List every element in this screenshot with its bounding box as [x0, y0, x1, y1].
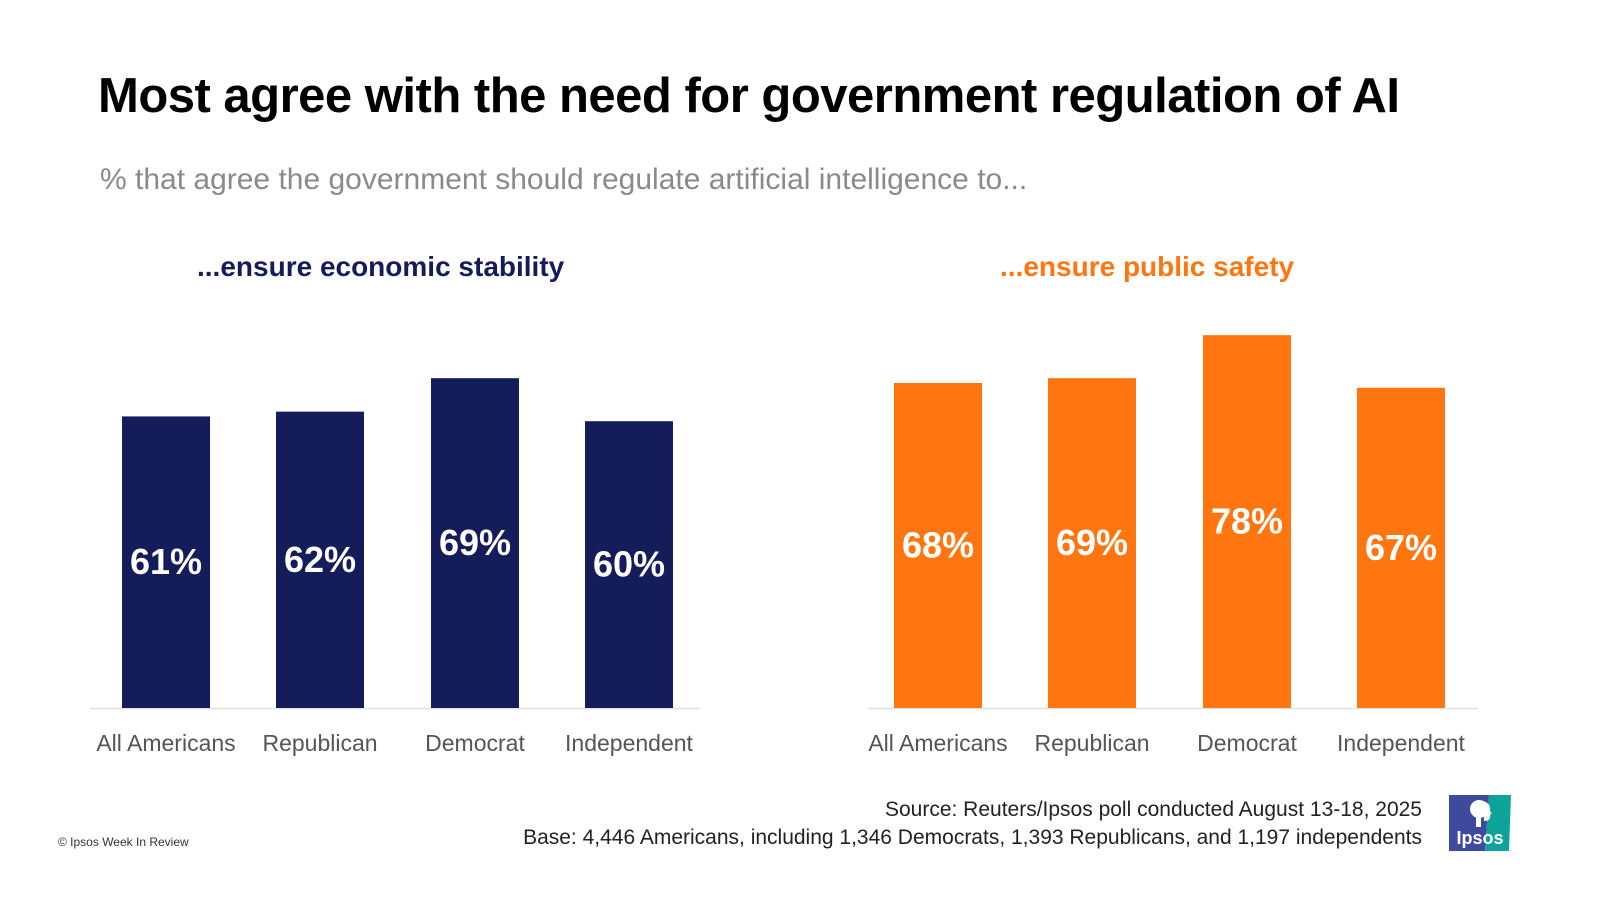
- source-note: Source: Reuters/Ipsos poll conducted Aug…: [884, 798, 1422, 821]
- base-note: Base: 4,446 Americans, including 1,346 D…: [523, 826, 1422, 849]
- category-label: Democrat: [425, 730, 525, 756]
- bar-all-americans: [894, 382, 982, 708]
- data-label: 78%: [1211, 501, 1283, 542]
- category-label: Republican: [1034, 730, 1149, 756]
- bar-republican: [276, 411, 364, 708]
- data-label: 61%: [130, 541, 202, 582]
- category-label: Independent: [1337, 730, 1466, 756]
- chart-subtitle: % that agree the government should regul…: [100, 163, 1028, 196]
- data-label: 62%: [284, 539, 356, 580]
- panel-title-public-safety: ...ensure public safety: [1000, 251, 1295, 282]
- chart-title: Most agree with the need for government …: [98, 69, 1400, 123]
- data-label: 69%: [1056, 522, 1128, 563]
- bar-independent: [1357, 387, 1445, 708]
- bar-democrat: [431, 378, 519, 708]
- category-label: All Americans: [868, 730, 1007, 756]
- ipsos-logo: Ipsos: [1449, 795, 1511, 851]
- data-label: 68%: [902, 524, 974, 565]
- category-label: Independent: [565, 730, 694, 756]
- category-label: Republican: [262, 730, 377, 756]
- category-label: Democrat: [1197, 730, 1297, 756]
- logo-teal-panel: [1485, 795, 1511, 851]
- data-label: 60%: [593, 544, 665, 585]
- bar-democrat: [1203, 335, 1291, 708]
- category-label: All Americans: [96, 730, 235, 756]
- logo-text: Ipsos: [1456, 828, 1503, 848]
- bar-all-americans: [122, 416, 210, 708]
- bar-republican: [1048, 378, 1136, 708]
- bar-independent: [585, 421, 673, 708]
- logo-tree-head-icon: [1470, 800, 1492, 827]
- copyright-text: © Ipsos Week In Review: [58, 835, 189, 849]
- panel-title-economic-stability: ...ensure economic stability: [197, 251, 565, 282]
- data-label: 67%: [1365, 527, 1437, 568]
- data-label: 69%: [439, 522, 511, 563]
